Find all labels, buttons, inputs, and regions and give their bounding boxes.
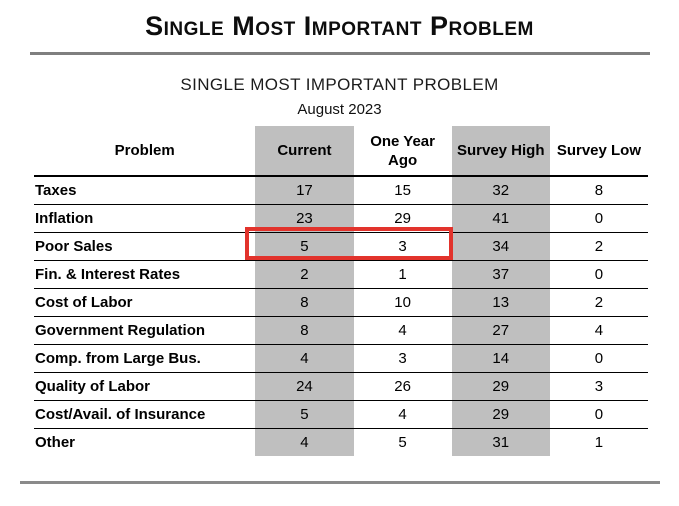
cell-current: 8 xyxy=(255,288,354,317)
cell-one-year-ago: 29 xyxy=(353,204,452,233)
cell-survey-low: 2 xyxy=(549,232,648,261)
report-date: August 2023 xyxy=(297,101,382,118)
footer-divider xyxy=(20,481,660,484)
cell-problem: Quality of Labor xyxy=(34,372,256,401)
cell-survey-low: 1 xyxy=(594,433,604,451)
cell-one-year-ago: 1 xyxy=(353,260,452,289)
cell-problem: Comp. from Large Bus. xyxy=(34,344,256,373)
smip-table-wrap: Problem Current One Year Ago Survey High… xyxy=(34,126,648,456)
table-row: Government Regulation 8 4 27 4 xyxy=(34,316,648,345)
cell-survey-low: 3 xyxy=(549,372,648,401)
cell-one-year-ago: 4 xyxy=(353,400,452,429)
cell-problem: Taxes xyxy=(34,176,256,205)
title-divider xyxy=(30,52,650,55)
cell-survey-high: 27 xyxy=(451,316,550,345)
cell-problem: Cost of Labor xyxy=(34,288,256,317)
cell-one-year-ago: 26 xyxy=(353,372,452,401)
cell-one-year-ago: 10 xyxy=(353,288,452,317)
cell-one-year-ago: 15 xyxy=(353,176,452,205)
cell-one-year-ago: 4 xyxy=(353,316,452,345)
cell-current: 4 xyxy=(255,344,354,373)
cell-one-year-ago: 3 xyxy=(353,344,452,373)
cell-current: 23 xyxy=(255,204,354,233)
cell-current: 24 xyxy=(255,372,354,401)
col-header-survey-low: Survey Low xyxy=(549,126,648,177)
cell-survey-high: 32 xyxy=(451,176,550,205)
table-row: Quality of Labor 24 26 29 3 xyxy=(34,372,648,401)
cell-survey-low: 4 xyxy=(549,316,648,345)
report-page: Single Most Important Problem SINGLE MOS… xyxy=(0,10,679,484)
cell-survey-high: 37 xyxy=(451,260,550,289)
cell-current: 17 xyxy=(255,176,354,205)
cell-survey-high: 41 xyxy=(451,204,550,233)
col-header-current: Current xyxy=(255,126,354,177)
cell-survey-high: 13 xyxy=(451,288,550,317)
table-row: Fin. & Interest Rates 2 1 37 0 xyxy=(34,260,648,289)
cell-problem: Fin. & Interest Rates xyxy=(34,260,256,289)
cell-one-year-ago: 5 xyxy=(398,433,407,451)
table-title: SINGLE MOST IMPORTANT PROBLEM xyxy=(180,75,499,94)
cell-survey-low: 0 xyxy=(549,400,648,429)
cell-survey-high: 31 xyxy=(451,428,550,456)
cell-problem: Government Regulation xyxy=(34,316,256,345)
col-header-problem: Problem xyxy=(34,126,256,177)
cell-problem: Cost/Avail. of Insurance xyxy=(34,400,256,429)
table-header-row: Problem Current One Year Ago Survey High… xyxy=(34,126,648,177)
col-header-survey-high: Survey High xyxy=(451,126,550,177)
cell-current: 4 xyxy=(255,428,354,456)
smip-table: Problem Current One Year Ago Survey High… xyxy=(34,126,648,456)
cell-survey-high: 34 xyxy=(451,232,550,261)
cell-survey-low: 0 xyxy=(549,260,648,289)
table-row: Cost/Avail. of Insurance 5 4 29 0 xyxy=(34,400,648,429)
cell-current: 5 xyxy=(255,400,354,429)
cell-current: 5 xyxy=(255,232,354,261)
cell-survey-high: 29 xyxy=(451,372,550,401)
cell-survey-low: 0 xyxy=(549,344,648,373)
cell-problem: Inflation xyxy=(34,204,256,233)
table-body: Taxes 17 15 32 8 Inflation 23 29 41 0 Poor Sales 5 3… xyxy=(34,176,648,456)
table-row: Comp. from Large Bus. 4 3 14 0 xyxy=(34,344,648,373)
cell-survey-low: 2 xyxy=(549,288,648,317)
table-row: Inflation 23 29 41 0 xyxy=(34,204,648,233)
cell-survey-low: 0 xyxy=(549,204,648,233)
cell-problem: Poor Sales xyxy=(34,232,256,261)
cell-current: 8 xyxy=(255,316,354,345)
table-row: Cost of Labor 8 10 13 2 xyxy=(34,288,648,317)
page-title: Single Most Important Problem xyxy=(145,11,534,41)
cell-survey-low: 8 xyxy=(549,176,648,205)
cell-survey-high: 29 xyxy=(451,400,550,429)
table-row: Poor Sales 5 3 34 2 xyxy=(34,232,648,261)
table-row: Taxes 17 15 32 8 xyxy=(34,176,648,205)
cell-one-year-ago: 3 xyxy=(353,232,452,261)
col-header-one-year-ago: One Year Ago xyxy=(353,126,452,177)
cell-survey-high: 14 xyxy=(451,344,550,373)
cell-problem: Other xyxy=(35,433,76,451)
cell-current: 2 xyxy=(255,260,354,289)
table-row: Other 4 5 31 1 xyxy=(34,428,648,456)
